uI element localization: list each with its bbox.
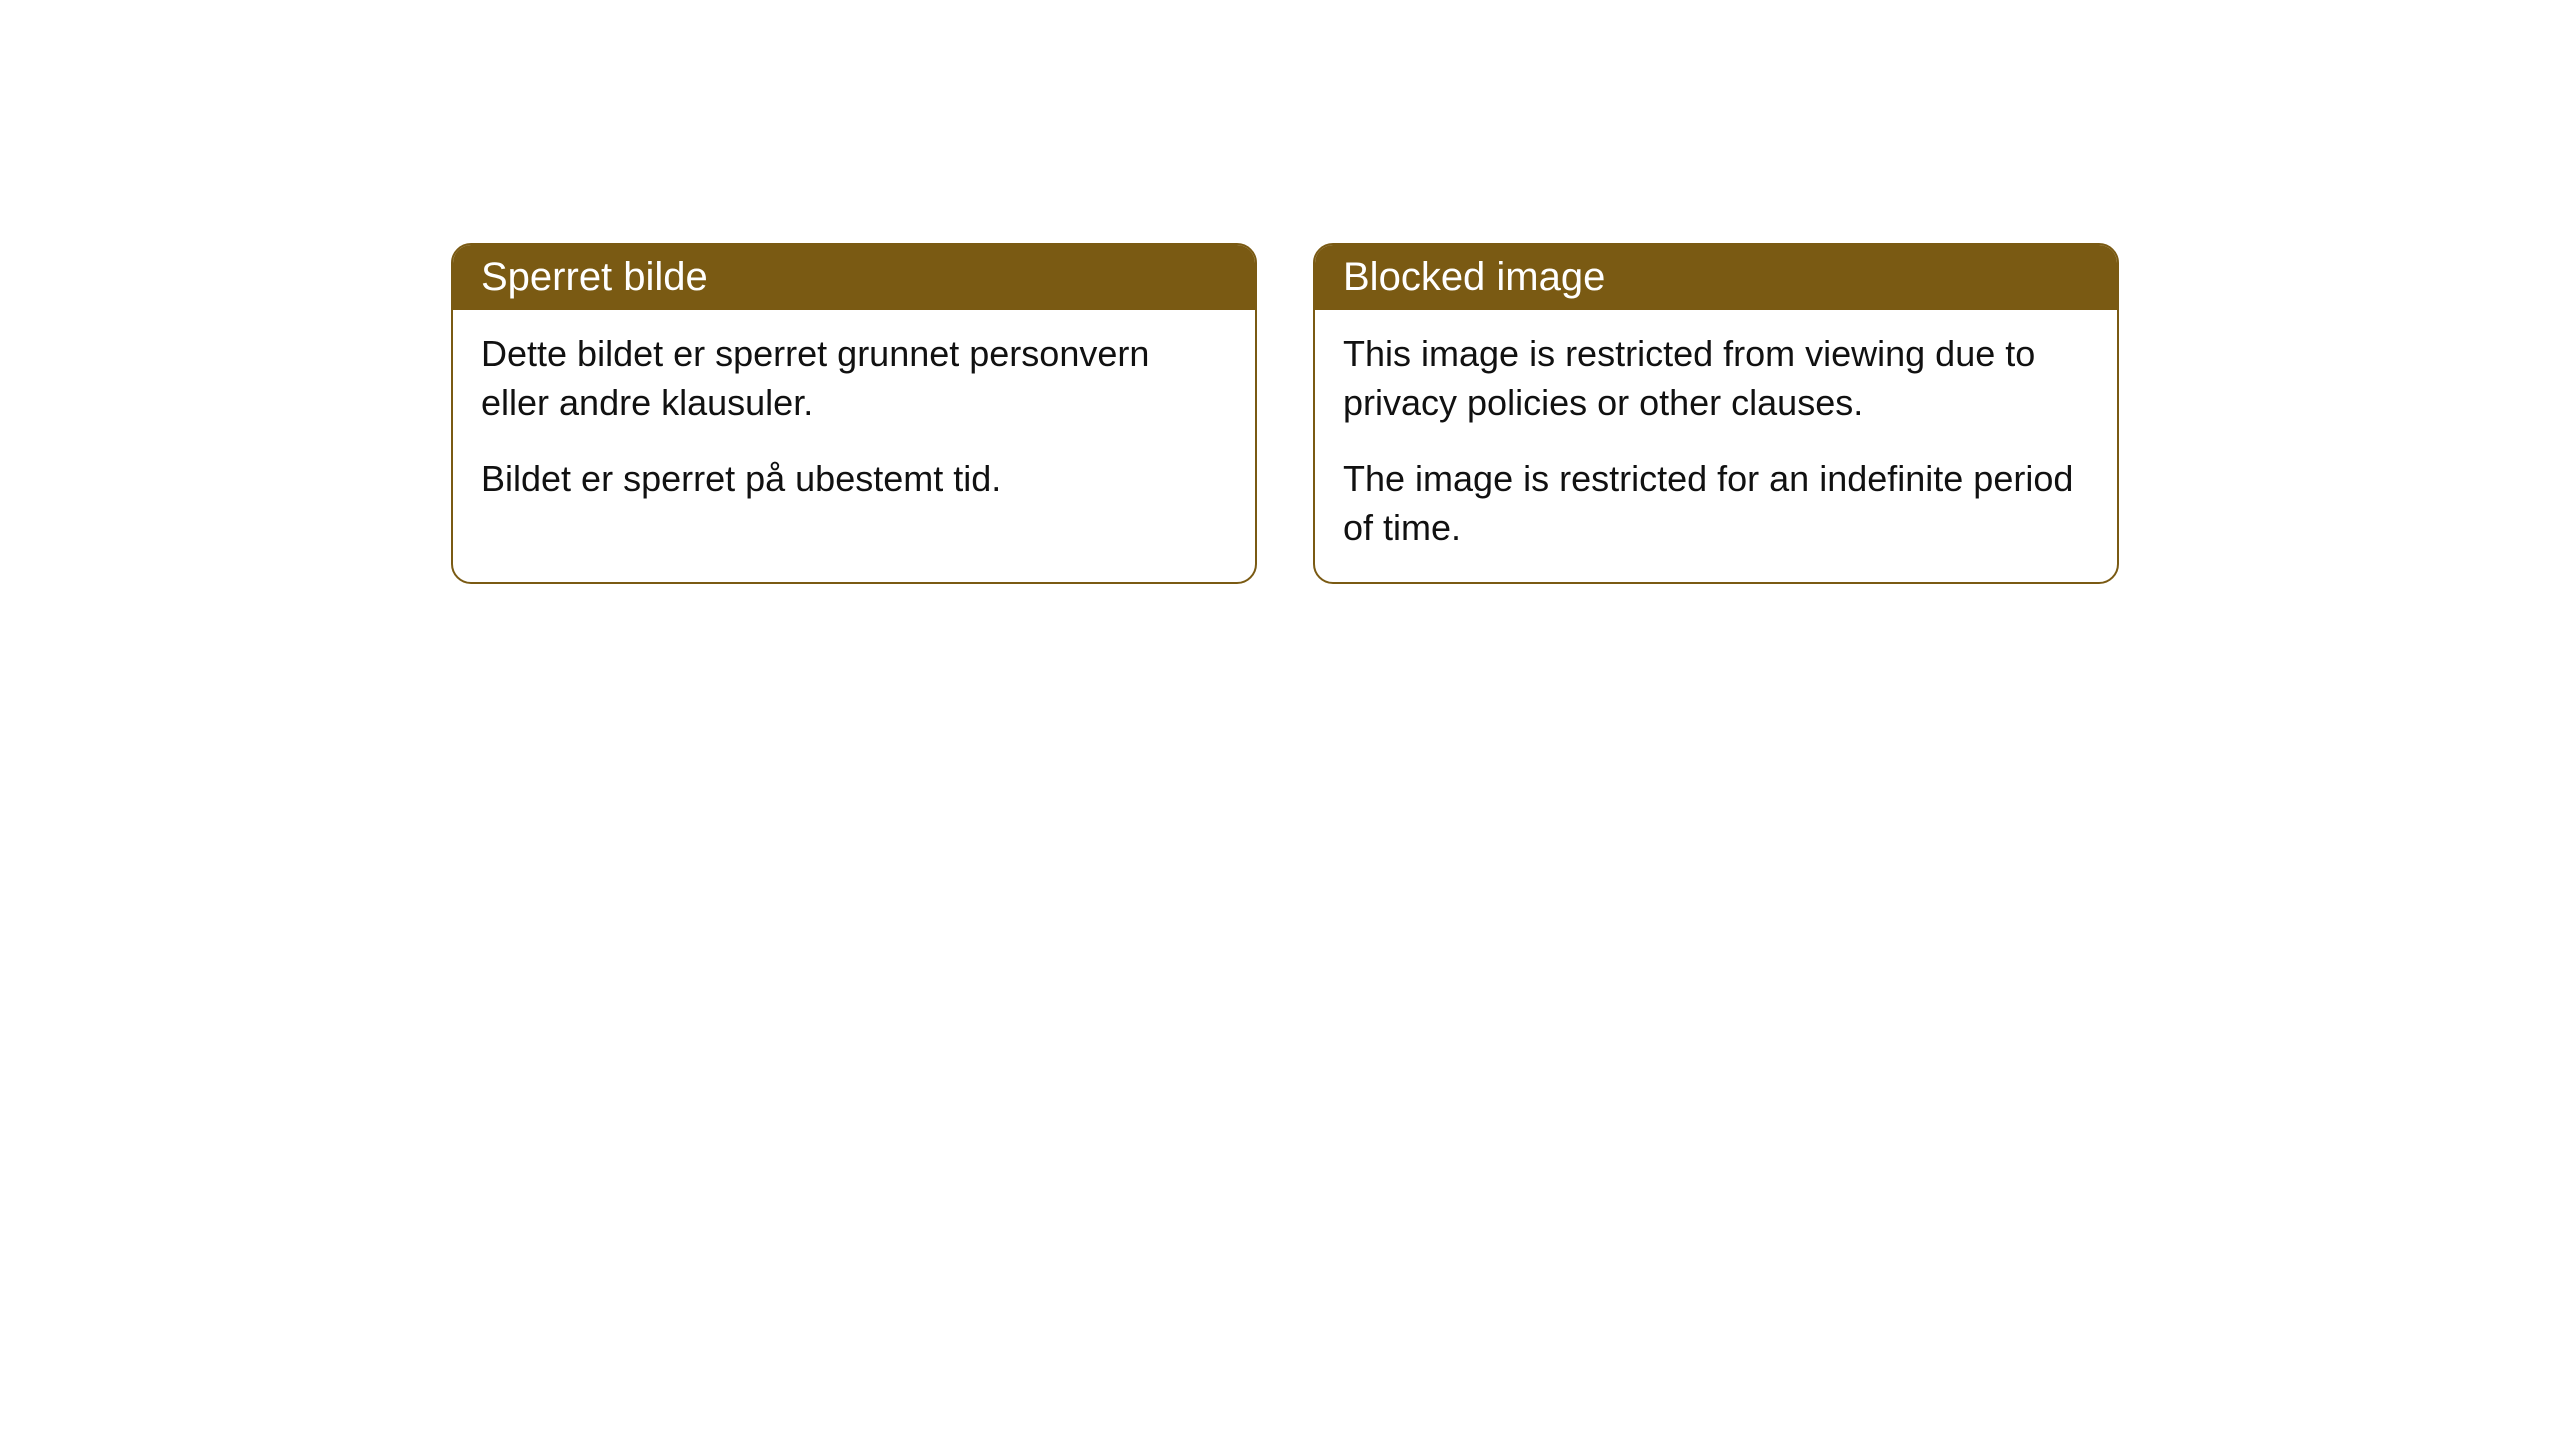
- notice-header: Sperret bilde: [453, 245, 1255, 310]
- notice-paragraph: Dette bildet er sperret grunnet personve…: [481, 330, 1227, 427]
- notice-header: Blocked image: [1315, 245, 2117, 310]
- notice-paragraph: Bildet er sperret på ubestemt tid.: [481, 455, 1227, 504]
- notice-body: Dette bildet er sperret grunnet personve…: [453, 310, 1255, 534]
- notice-body: This image is restricted from viewing du…: [1315, 310, 2117, 582]
- notice-card-english: Blocked image This image is restricted f…: [1313, 243, 2119, 584]
- notice-paragraph: The image is restricted for an indefinit…: [1343, 455, 2089, 552]
- notice-container: Sperret bilde Dette bildet er sperret gr…: [451, 243, 2119, 584]
- notice-paragraph: This image is restricted from viewing du…: [1343, 330, 2089, 427]
- notice-card-norwegian: Sperret bilde Dette bildet er sperret gr…: [451, 243, 1257, 584]
